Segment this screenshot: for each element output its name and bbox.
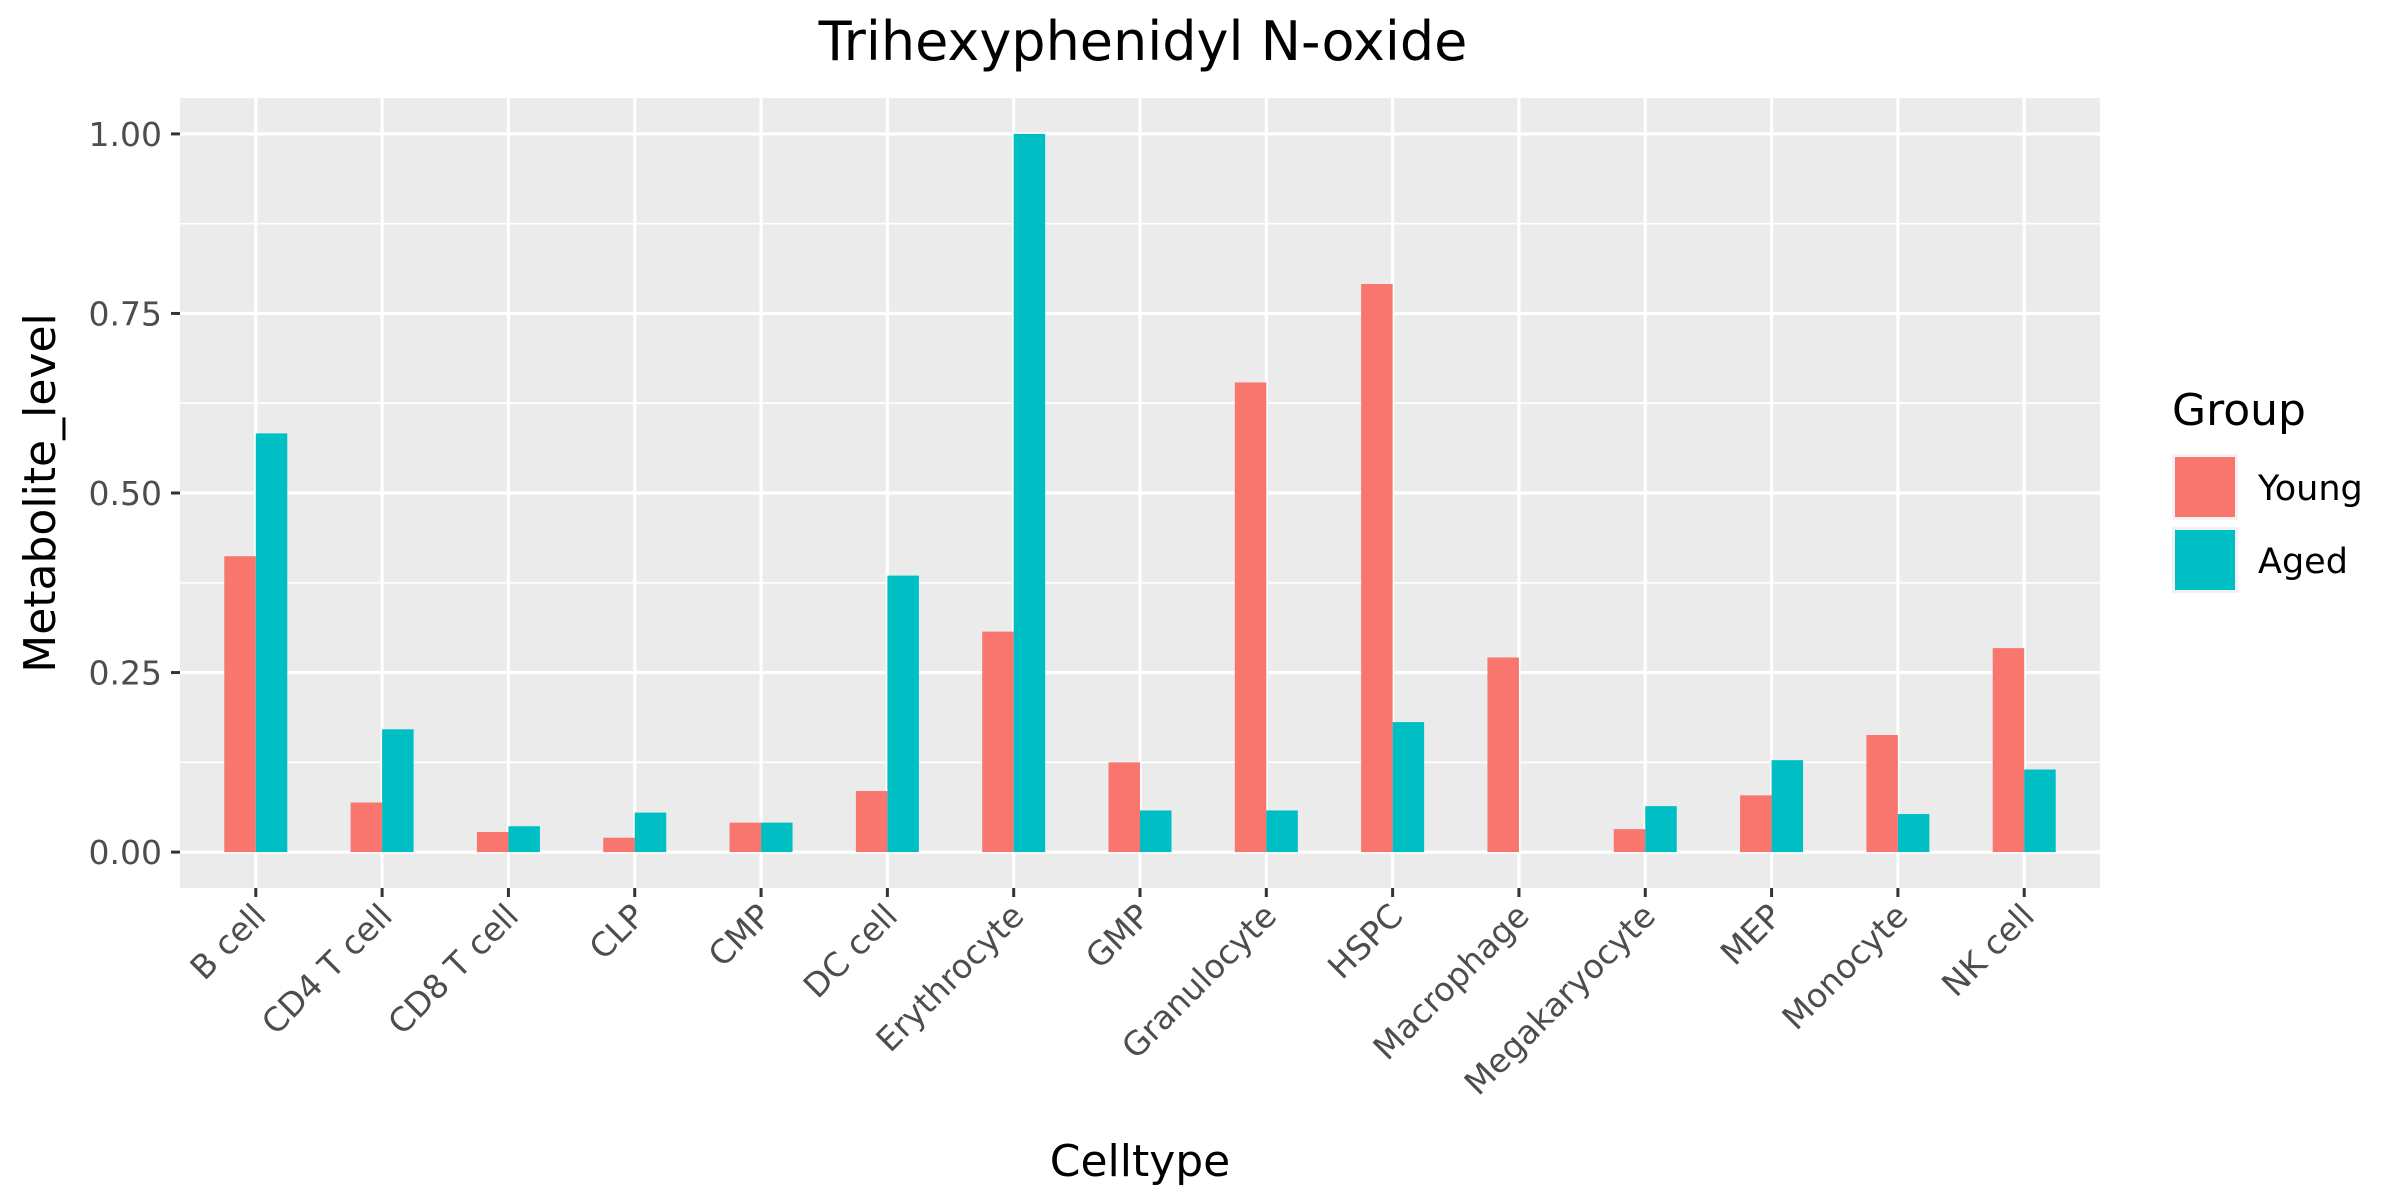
- bar-aged: [1140, 810, 1172, 853]
- y-tick-label: 0.25: [89, 654, 162, 693]
- x-tick-label: DC cell: [796, 896, 905, 1005]
- legend-items: Young Aged: [2172, 454, 2363, 593]
- bar-aged: [1645, 806, 1677, 853]
- bar-aged: [634, 812, 667, 853]
- legend: Group Young Aged: [2172, 385, 2363, 593]
- bar-aged: [1266, 810, 1298, 853]
- x-tick-label: CMP: [701, 896, 779, 974]
- bar-aged: [1771, 760, 1804, 853]
- x-tick-label: MEP: [1713, 896, 1790, 973]
- bar-aged: [1392, 722, 1425, 853]
- x-tick-label: Monocyte: [1774, 896, 1915, 1037]
- x-tick-label: CD8 T cell: [380, 896, 526, 1042]
- bar-young: [1740, 795, 1772, 853]
- x-tick-label: HSPC: [1320, 896, 1410, 986]
- y-axis-title: Metabolite_level: [15, 313, 66, 673]
- bar-young: [1992, 648, 2025, 853]
- y-tick-label: 0.00: [89, 833, 162, 872]
- bar-young: [1108, 762, 1140, 853]
- bar-young: [1613, 829, 1646, 853]
- y-tick-label: 1.00: [89, 115, 162, 154]
- bars: [224, 133, 2056, 853]
- bar-young: [476, 831, 509, 853]
- x-axis-title: Celltype: [1050, 1136, 1231, 1187]
- x-tick-label: GMP: [1078, 896, 1158, 976]
- x-tick-label: NK cell: [1934, 896, 2042, 1004]
- legend-label: Young: [2257, 469, 2363, 509]
- bar-aged: [761, 822, 793, 853]
- y-tick-label: 0.50: [89, 474, 162, 513]
- bar-young: [1866, 735, 1898, 853]
- bar-young: [224, 556, 256, 853]
- bar-young: [982, 631, 1014, 853]
- bar-young: [350, 802, 383, 853]
- legend-title: Group: [2172, 385, 2306, 436]
- bar-young: [1361, 284, 1393, 853]
- legend-swatch-young: [2175, 457, 2235, 517]
- bar-aged: [255, 433, 288, 853]
- bar-young: [1487, 657, 1519, 853]
- bar-aged: [887, 575, 919, 853]
- bar-young: [729, 822, 762, 853]
- x-tick-label: CLP: [581, 896, 652, 967]
- bar-aged: [508, 826, 540, 853]
- bar-aged: [1897, 814, 1930, 853]
- y-tick-label: 0.75: [89, 294, 162, 333]
- x-tick-label: CD4 T cell: [254, 896, 400, 1042]
- legend-swatch-aged: [2175, 530, 2235, 590]
- bar-aged: [382, 729, 414, 853]
- legend-label: Aged: [2258, 542, 2348, 582]
- bar-young: [855, 791, 888, 853]
- chart-title: Trihexyphenidyl N-oxide: [818, 10, 1468, 73]
- y-axis: 0.00 0.25 0.50 0.75 1.00: [89, 115, 180, 872]
- bar-aged: [1013, 133, 1046, 853]
- bar-young: [1234, 382, 1267, 853]
- bar-young: [603, 837, 635, 853]
- x-tick-label: B cell: [182, 896, 273, 987]
- bar-aged: [2024, 769, 2056, 853]
